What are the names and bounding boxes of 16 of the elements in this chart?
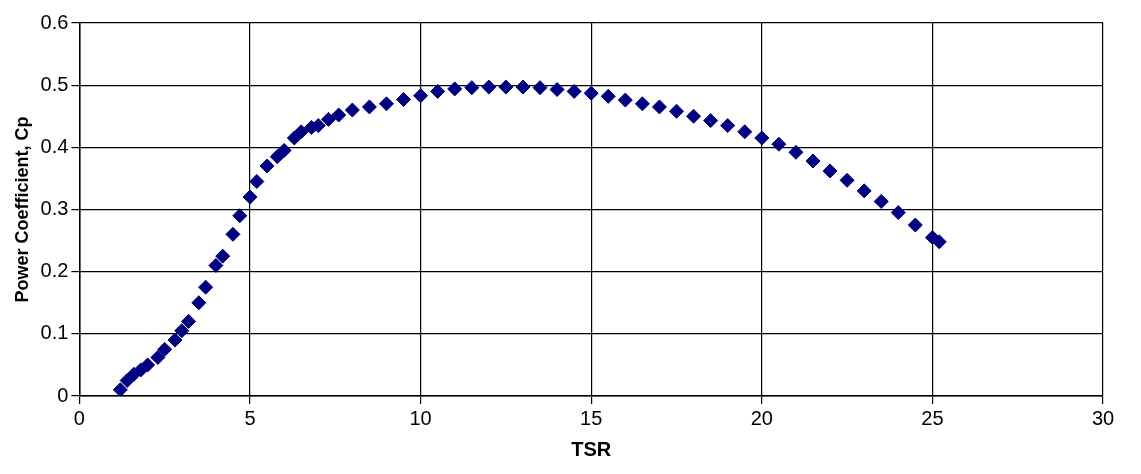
x-tick-label: 15 xyxy=(580,406,603,429)
x-axis-title: TSR xyxy=(571,437,612,460)
x-tick-label: 5 xyxy=(244,406,256,429)
y-tick-label: 0.6 xyxy=(40,10,69,33)
x-tick-label: 20 xyxy=(750,406,773,429)
x-tick-label: 30 xyxy=(1091,406,1115,429)
y-tick-label: 0.1 xyxy=(40,321,69,344)
y-tick-label: 0 xyxy=(57,383,69,406)
y-tick-label: 0.5 xyxy=(40,72,69,95)
x-tick-label: 25 xyxy=(921,406,944,429)
y-tick-label: 0.3 xyxy=(40,197,69,220)
y-tick-label: 0.2 xyxy=(40,259,69,282)
y-axis-title: Power Coefficient, Cp xyxy=(11,116,32,303)
y-tick-label: 0.4 xyxy=(40,134,69,157)
x-tick-label: 0 xyxy=(73,406,85,429)
x-tick-label: 10 xyxy=(409,406,432,429)
